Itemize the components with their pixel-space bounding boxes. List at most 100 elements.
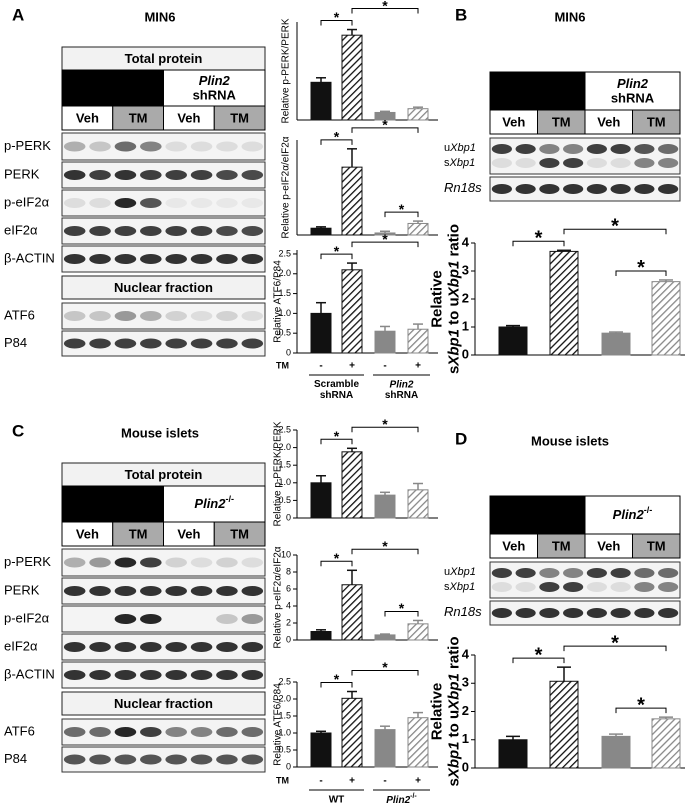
group-label-part: Plin2 (194, 496, 226, 511)
treatment-box (112, 521, 164, 547)
blot-band (216, 614, 238, 624)
blot-band (140, 670, 162, 680)
blot-band (216, 642, 238, 652)
blot-band (63, 198, 86, 208)
treatment-label: Veh (177, 110, 200, 125)
blot-label: β-ACTIN (4, 250, 55, 265)
group-label-part: Plin2 (613, 507, 645, 522)
blot-band (539, 608, 560, 618)
blot-label: p-eIF2α (4, 610, 50, 625)
blot-band (515, 608, 536, 618)
blot-band (190, 727, 213, 737)
blot-band (515, 184, 536, 194)
blot-strip (61, 189, 266, 217)
y-tick-label: 1.5 (278, 710, 291, 720)
blot-band (634, 158, 655, 168)
blot-band (241, 198, 264, 208)
blot-band (610, 568, 631, 578)
section-box (61, 275, 266, 300)
blot-label: uXbp1 (444, 566, 476, 578)
significance-label: * (399, 201, 405, 217)
y-tick-label: 4 (462, 234, 470, 249)
significance-label: * (637, 694, 645, 716)
blot-band (586, 582, 607, 592)
blot-band (515, 568, 536, 578)
y-tick-label: 0.5 (278, 744, 291, 754)
blot-band (165, 754, 187, 765)
blot-band (63, 670, 86, 680)
blot-band (89, 614, 111, 624)
group-box (584, 495, 681, 535)
significance-label: * (382, 0, 388, 13)
significance-label: * (535, 228, 543, 250)
blot-band (140, 586, 162, 596)
group-box (489, 495, 586, 535)
blot-band (140, 311, 162, 321)
significance-bracket (351, 548, 419, 555)
blot-label-part: Xbp1 (449, 142, 476, 154)
y-tick-label: 2.0 (278, 693, 291, 703)
y-tick-label: 0 (462, 346, 469, 361)
panel-title: Mouse islets (121, 425, 199, 440)
group-label: shRNA (611, 90, 655, 105)
section-header: Nuclear fraction (114, 696, 213, 711)
blot-band (114, 141, 137, 152)
blot-band (216, 141, 238, 152)
group-label: shRNA (193, 87, 237, 102)
bar (651, 718, 681, 769)
blot-band (241, 642, 264, 652)
significance-label: * (382, 416, 388, 432)
significance-label: * (334, 243, 340, 259)
treatment-label: TM (129, 110, 148, 125)
blot-band (515, 158, 536, 168)
treatment-label: Veh (597, 538, 620, 553)
blot-label: P84 (4, 751, 27, 766)
group-label: shRNA (91, 87, 135, 102)
blot-band (89, 727, 111, 737)
blot-band (63, 642, 86, 652)
y-axis-label-part: ratio (445, 636, 462, 673)
treatment-box (537, 109, 586, 135)
blot-band (539, 158, 560, 168)
bar (341, 451, 363, 519)
bar (651, 281, 681, 356)
group-label: Scramble (508, 76, 567, 91)
blot-band (63, 557, 86, 568)
bar (341, 34, 363, 121)
y-axis-label: Relative p-eIF2α/eIF2α (281, 136, 292, 238)
y-tick-label: 3 (462, 675, 469, 690)
treatment-label: TM (552, 538, 571, 553)
blot-strip (61, 302, 266, 330)
bar (407, 623, 429, 641)
blot-band (241, 226, 264, 236)
blot-band (491, 184, 512, 194)
group-label: Scramble (314, 379, 359, 390)
blot-band (491, 608, 512, 618)
treatment-label: Veh (76, 526, 99, 541)
treatment-label: TM (647, 538, 666, 553)
y-axis-label-part: Xbp1 (445, 742, 462, 780)
group-box (163, 485, 266, 523)
bar (407, 489, 429, 519)
blot-band (216, 338, 238, 349)
treatment-label: Veh (597, 114, 620, 129)
significance-label: * (334, 129, 340, 145)
blot-band (140, 338, 162, 349)
significance-bracket (320, 139, 353, 145)
treatment-box (489, 533, 538, 559)
y-tick-label: 4 (286, 600, 291, 610)
blot-band (491, 568, 512, 578)
blot-band (515, 144, 536, 154)
blot-band (610, 158, 631, 168)
blot-band (610, 144, 631, 154)
blot-band (114, 557, 137, 568)
blot-band (610, 582, 631, 592)
blot-label-part: u (444, 142, 450, 154)
blot-band (586, 158, 607, 168)
blot-label: p-eIF2α (4, 194, 50, 209)
blot-band (241, 170, 264, 180)
blot-band (89, 670, 111, 680)
treatment-box (213, 521, 266, 547)
group-label: Plin2-/- (386, 793, 417, 805)
significance-bracket (615, 270, 667, 276)
